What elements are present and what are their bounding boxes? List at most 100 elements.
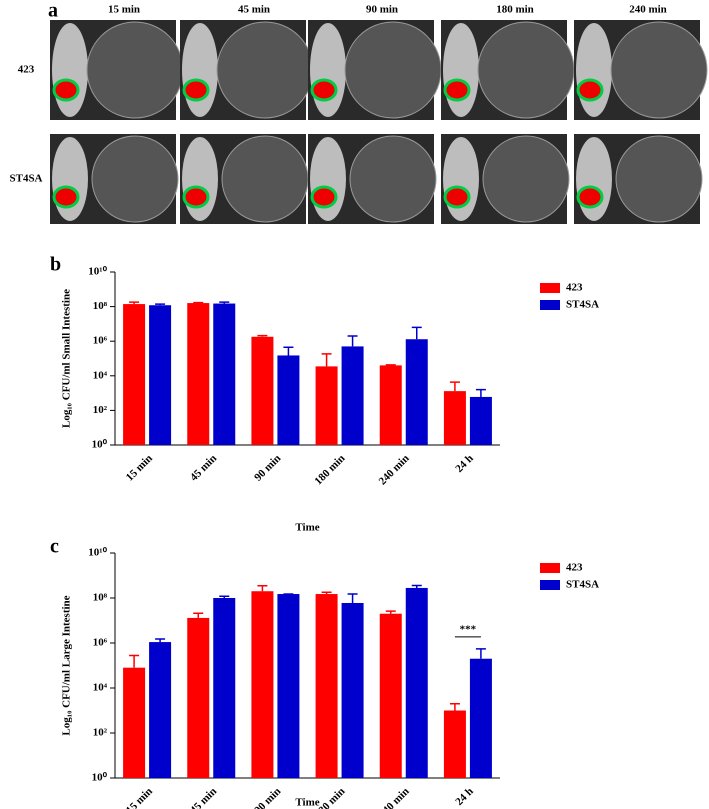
bar [443, 710, 466, 778]
signal [443, 78, 471, 102]
plate [91, 135, 179, 223]
plate [216, 21, 314, 119]
x-tick-label: 90 min [252, 785, 283, 809]
error-bar [257, 585, 268, 592]
legend-swatch [540, 563, 560, 573]
bar [469, 658, 492, 778]
y-tick-label: 10⁴ [93, 682, 108, 694]
legend-swatch [540, 300, 560, 310]
signal [576, 185, 604, 209]
row-label: 423 [18, 64, 35, 76]
mouse [576, 23, 612, 117]
error-bar [321, 353, 332, 367]
bar [277, 594, 300, 778]
error-bar [283, 346, 294, 356]
legend-swatch [540, 283, 560, 293]
error-bar [347, 335, 358, 347]
error-bar [129, 654, 140, 668]
signal [443, 185, 471, 209]
x-axis-label: Time [295, 797, 319, 809]
error-bar [449, 381, 460, 392]
y-tick-label: 10⁸ [93, 300, 108, 312]
bar [379, 613, 402, 778]
column-label: 45 min [238, 4, 270, 16]
bar [405, 339, 428, 445]
mouse [52, 23, 88, 117]
column-label: 180 min [496, 4, 534, 16]
annotation: *** [460, 623, 477, 635]
column-label: 90 min [366, 4, 398, 16]
bar [213, 598, 236, 778]
mouse [182, 137, 218, 221]
error-bar [219, 301, 230, 304]
error-bar [475, 388, 486, 397]
bar [341, 346, 364, 445]
legend-label: ST4SA [566, 579, 599, 591]
signal [182, 185, 210, 209]
plate [615, 135, 703, 223]
x-tick-label: 15 min [124, 785, 155, 809]
mouse [443, 137, 479, 221]
mouse [182, 23, 218, 117]
y-tick-label: 10⁰ [92, 772, 108, 784]
bar [315, 366, 338, 445]
plate [86, 21, 184, 119]
error-bar [411, 584, 422, 588]
x-tick-label: 180 min [312, 452, 347, 487]
error-bar [155, 303, 166, 306]
plate [610, 21, 708, 119]
x-tick-label: 24 h [453, 452, 476, 475]
error-bar [155, 638, 166, 643]
mouse [310, 23, 346, 117]
error-bar [347, 593, 358, 603]
y-tick-label: 10² [93, 404, 108, 416]
bar [123, 304, 146, 445]
signal [576, 78, 604, 102]
y-tick-label: 10⁸ [93, 592, 108, 604]
y-tick-label: 10¹⁰ [88, 547, 107, 559]
bar [315, 594, 338, 778]
mouse [443, 23, 479, 117]
y-axis-label: Log₁₀ CFU/ml Large Intestine [61, 595, 73, 735]
bar [213, 303, 236, 445]
signal [310, 185, 338, 209]
error-bar [385, 610, 396, 614]
panel-label: c [50, 536, 59, 558]
x-tick-label: 45 min [188, 452, 219, 483]
bar [277, 355, 300, 445]
y-tick-label: 10⁰ [92, 439, 108, 451]
bar [405, 587, 428, 778]
error-bar [411, 326, 422, 340]
error-bar [129, 301, 140, 305]
x-tick-label: 240 min [377, 785, 412, 809]
x-tick-label: 15 min [124, 452, 155, 483]
legend-label: 423 [566, 562, 583, 574]
bar [187, 617, 210, 778]
bar [379, 365, 402, 445]
mouse [310, 137, 346, 221]
y-tick-label: 10⁴ [93, 369, 108, 381]
bar [443, 391, 466, 445]
column-label: 15 min [108, 4, 140, 16]
panel-label: a [48, 0, 58, 22]
column-label: 240 min [629, 4, 667, 16]
y-tick-label: 10¹⁰ [88, 266, 107, 278]
bar [149, 305, 172, 445]
x-tick-label: 45 min [188, 785, 219, 809]
mouse [576, 137, 612, 221]
plate [221, 135, 309, 223]
x-tick-label: 24 h [453, 785, 476, 808]
legend-label: ST4SA [566, 299, 599, 311]
bar [251, 336, 274, 445]
error-bar [475, 648, 486, 659]
error-bar [193, 612, 204, 618]
signal [52, 78, 80, 102]
plate [349, 135, 437, 223]
bar [149, 642, 172, 778]
signal [182, 78, 210, 102]
x-tick-label: 90 min [252, 452, 283, 483]
mouse [52, 137, 88, 221]
error-bar [385, 364, 396, 366]
row-label: ST4SA [9, 173, 42, 185]
